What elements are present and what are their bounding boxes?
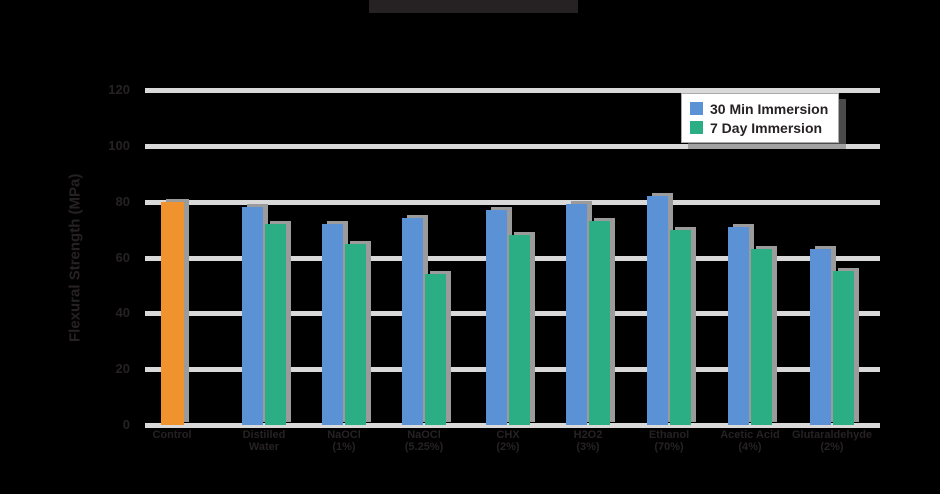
bar-30min-immersion [728, 226, 749, 425]
chart-title-clipped [369, 0, 578, 13]
bar-7day-immersion [509, 235, 530, 425]
x-category-label-line: Ethanol [648, 429, 690, 441]
x-category-label-line: (70%) [654, 441, 684, 453]
x-category-label-line: (4%) [738, 441, 762, 453]
bar-7day-immersion [265, 224, 286, 425]
legend-swatch-blue-icon [690, 102, 703, 115]
x-category-label: Acetic Acid (4%) [705, 429, 795, 453]
x-category-label: Distilled Water [219, 429, 309, 453]
y-tick-label: 80 [115, 193, 130, 209]
gridline [145, 423, 880, 428]
x-category-label-line: Distilled [242, 429, 286, 441]
y-tick-label: 60 [115, 249, 130, 265]
x-category-label-line: CHX [496, 429, 520, 441]
bar-30min-immersion [322, 224, 343, 425]
bar-30min-immersion [647, 196, 668, 425]
x-category-label-line: (2%) [496, 441, 520, 453]
x-category-label-line: Water [248, 441, 280, 453]
x-category-label-line: (1%) [332, 441, 356, 453]
y-tick-label: 0 [122, 417, 130, 432]
legend-label-7day: 7 Day Immersion [710, 119, 823, 136]
y-tick-label: 20 [115, 361, 130, 377]
bar-7day-immersion [425, 274, 446, 425]
bar-control [161, 201, 184, 425]
x-category-label: Control [127, 429, 217, 441]
y-tick-label: 100 [108, 137, 130, 153]
legend-label-30min: 30 Min Immersion [710, 100, 829, 117]
x-category-label: Glutaraldehyde (2%) [787, 429, 877, 453]
legend: 30 Min Immersion 7 Day Immersion [681, 93, 839, 143]
legend-item-7day: 7 Day Immersion [690, 120, 830, 136]
x-category-label: NaOCl (1%) [299, 429, 389, 453]
gridline [145, 143, 880, 149]
bar-30min-immersion [566, 204, 587, 425]
bar-30min-immersion [486, 210, 507, 425]
legend-swatch-green-icon [690, 121, 703, 134]
x-category-label-line: Control [152, 429, 192, 441]
bar-7day-immersion [670, 229, 691, 425]
gridline [145, 88, 880, 93]
bar-30min-immersion [810, 249, 831, 425]
y-tick-label: 40 [115, 305, 130, 321]
bar-7day-immersion [833, 271, 854, 425]
x-category-label: H2O2 (3%) [543, 429, 633, 453]
bar-30min-immersion [402, 218, 423, 425]
x-category-label-line: NaOCl [407, 429, 441, 441]
x-category-label: NaOCl (5.25%) [379, 429, 469, 453]
x-category-label-line: Glutaraldehyde [791, 429, 873, 441]
x-category-label-line: NaOCl [327, 429, 361, 441]
x-category-label-line: (3%) [576, 441, 600, 453]
bar-30min-immersion [242, 207, 263, 425]
x-category-label-line: H2O2 [573, 429, 603, 441]
y-tick-label: 120 [108, 82, 130, 97]
gridline [145, 199, 880, 205]
x-category-label-line: (5.25%) [404, 441, 444, 453]
bar-7day-immersion [589, 221, 610, 425]
legend-item-30min: 30 Min Immersion [690, 101, 830, 117]
x-category-label: Ethanol (70%) [624, 429, 714, 453]
x-category-label-line: (2%) [820, 441, 844, 453]
x-category-label-line: Acetic Acid [720, 429, 780, 441]
x-category-label: CHX (2%) [463, 429, 553, 453]
bar-7day-immersion [751, 249, 772, 425]
bar-7day-immersion [345, 243, 366, 425]
